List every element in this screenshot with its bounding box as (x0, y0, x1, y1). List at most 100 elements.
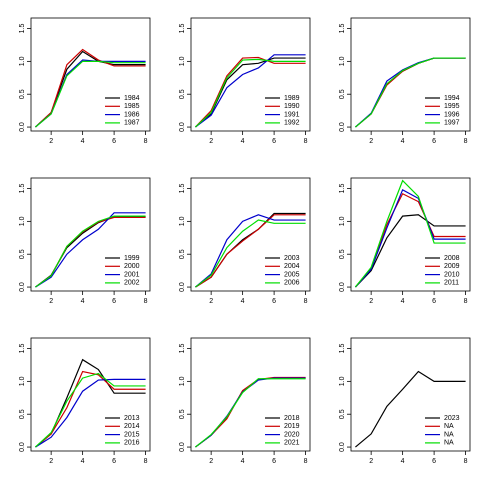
x-tick-label: 2 (49, 138, 53, 145)
y-tick-label: 0.0 (19, 122, 26, 132)
x-tick-label: 2 (369, 458, 373, 465)
x-tick-label: 4 (401, 298, 405, 305)
y-tick-label: 1.0 (19, 216, 26, 226)
x-tick-label: 8 (464, 458, 468, 465)
legend-label: 2011 (444, 280, 459, 287)
legend-label: NA (444, 431, 454, 438)
y-tick-label: 1.0 (19, 56, 26, 66)
legend-label: 1989 (284, 95, 300, 102)
y-tick-label: 1.5 (19, 344, 26, 354)
plot-frame (190, 17, 311, 132)
legend-label: 2003 (284, 255, 300, 262)
legend-label: NA (444, 423, 454, 430)
x-tick-label: 4 (81, 298, 85, 305)
x-tick-label: 6 (112, 298, 116, 305)
y-tick-label: 1.5 (339, 184, 346, 194)
y-tick-label: 1.5 (179, 24, 186, 34)
plot-frame (30, 177, 151, 292)
y-tick-label: 0.0 (339, 442, 346, 452)
y-tick-label: 0.5 (339, 409, 346, 419)
y-tick-label: 1.5 (339, 344, 346, 354)
y-tick-label: 0.5 (179, 409, 186, 419)
legend-label: 1984 (124, 95, 140, 102)
x-tick-label: 4 (401, 138, 405, 145)
legend-label: 1987 (124, 120, 140, 127)
series-line (35, 48, 146, 128)
y-tick-label: 1.5 (19, 24, 26, 34)
series-line (195, 214, 306, 288)
y-tick-label: 1.5 (179, 344, 186, 354)
y-tick-label: 0.0 (179, 122, 186, 132)
legend-label: 2005 (284, 271, 300, 278)
legend-label: 1985 (124, 103, 140, 110)
series-line (35, 215, 146, 288)
legend-label: 2008 (444, 255, 460, 262)
x-tick-label: 6 (112, 138, 116, 145)
y-tick-label: 0.5 (19, 249, 26, 259)
plot-frame (350, 177, 471, 292)
y-tick-label: 0.0 (339, 282, 346, 292)
plot-frame (30, 337, 151, 452)
legend-label: 2013 (124, 415, 140, 422)
x-tick-label: 4 (241, 298, 245, 305)
series-line (195, 219, 306, 288)
series-line (35, 378, 146, 448)
x-tick-label: 4 (81, 138, 85, 145)
series-line (355, 370, 466, 448)
series-line (354, 214, 466, 288)
series-line (35, 370, 146, 448)
legend-label: 2001 (124, 271, 140, 278)
y-tick-label: 1.0 (339, 216, 346, 226)
y-tick-label: 0.5 (179, 89, 186, 99)
series-line (195, 58, 306, 128)
y-tick-label: 0.5 (339, 89, 346, 99)
x-tick-label: 6 (272, 138, 276, 145)
y-tick-label: 1.5 (19, 184, 26, 194)
y-tick-label: 0.0 (339, 122, 346, 132)
x-tick-label: 8 (304, 458, 308, 465)
legend-label: 2009 (444, 263, 460, 270)
series-line (195, 378, 306, 448)
x-tick-label: 2 (209, 138, 213, 145)
x-tick-label: 6 (432, 298, 436, 305)
y-tick-label: 0.5 (19, 409, 26, 419)
y-tick-label: 1.0 (179, 376, 186, 386)
y-tick-label: 1.0 (179, 216, 186, 226)
y-tick-label: 0.0 (19, 282, 26, 292)
legend-label: 1999 (124, 255, 140, 262)
legend-label: 1995 (444, 103, 460, 110)
plot-frame (190, 337, 311, 452)
x-tick-label: 2 (49, 298, 53, 305)
x-tick-label: 8 (464, 298, 468, 305)
legend-label: 2010 (444, 271, 460, 278)
legend-label: 2014 (124, 423, 140, 430)
x-tick-label: 8 (464, 138, 468, 145)
y-tick-label: 0.0 (179, 442, 186, 452)
y-tick-label: 1.0 (339, 56, 346, 66)
x-tick-label: 8 (144, 298, 148, 305)
y-tick-label: 0.0 (19, 442, 26, 452)
x-tick-label: 8 (144, 458, 148, 465)
x-tick-label: 6 (432, 138, 436, 145)
y-tick-label: 1.5 (179, 184, 186, 194)
x-tick-label: 6 (432, 458, 436, 465)
legend-label: 2004 (284, 263, 300, 270)
x-tick-label: 8 (304, 138, 308, 145)
x-tick-label: 2 (209, 298, 213, 305)
series-line (35, 212, 146, 288)
series-line (195, 54, 306, 128)
legend-label: 1994 (444, 95, 460, 102)
series-line (354, 179, 466, 288)
x-tick-label: 4 (241, 138, 245, 145)
legend-label: 1991 (284, 111, 300, 118)
series-line (194, 56, 306, 128)
x-tick-label: 2 (369, 298, 373, 305)
x-tick-label: 8 (304, 298, 308, 305)
legend-label: 1990 (284, 103, 300, 110)
legend-label: 1986 (124, 111, 140, 118)
y-tick-label: 0.5 (179, 249, 186, 259)
x-tick-label: 4 (241, 458, 245, 465)
x-tick-label: 4 (401, 458, 405, 465)
